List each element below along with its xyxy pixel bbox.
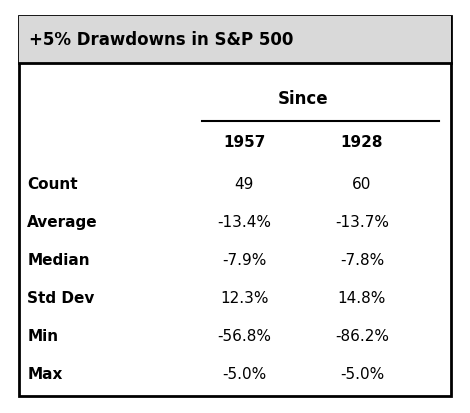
Text: 1928: 1928	[341, 135, 383, 150]
Text: Min: Min	[27, 328, 58, 343]
Text: -5.0%: -5.0%	[340, 366, 384, 381]
Text: -86.2%: -86.2%	[335, 328, 389, 343]
Text: -13.7%: -13.7%	[335, 214, 389, 230]
Text: +5% Drawdowns in S&P 500: +5% Drawdowns in S&P 500	[29, 31, 293, 49]
FancyBboxPatch shape	[19, 17, 451, 396]
Text: -56.8%: -56.8%	[218, 328, 271, 343]
Text: Std Dev: Std Dev	[27, 290, 94, 305]
Text: Average: Average	[27, 214, 98, 230]
Text: -7.8%: -7.8%	[340, 252, 384, 267]
Text: 1957: 1957	[223, 135, 266, 150]
Text: Since: Since	[278, 90, 329, 108]
Text: 60: 60	[352, 177, 372, 192]
Text: -5.0%: -5.0%	[222, 366, 266, 381]
Text: Median: Median	[27, 252, 90, 267]
Text: Max: Max	[27, 366, 63, 381]
Text: -7.9%: -7.9%	[222, 252, 266, 267]
Text: Count: Count	[27, 177, 78, 192]
Text: 49: 49	[235, 177, 254, 192]
Text: 14.8%: 14.8%	[338, 290, 386, 305]
Text: 12.3%: 12.3%	[220, 290, 269, 305]
Text: -13.4%: -13.4%	[218, 214, 271, 230]
FancyBboxPatch shape	[19, 17, 451, 64]
